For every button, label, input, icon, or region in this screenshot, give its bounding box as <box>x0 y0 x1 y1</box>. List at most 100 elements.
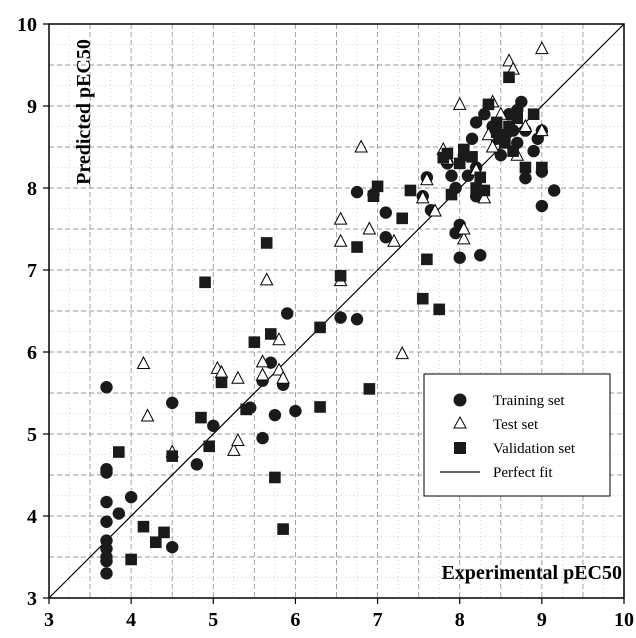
validation-point <box>536 161 548 174</box>
validation-point <box>466 151 478 163</box>
training-point <box>100 466 113 479</box>
validation-point <box>474 171 487 184</box>
validation-point <box>478 184 491 197</box>
training-point <box>465 132 479 145</box>
test-point <box>415 190 430 204</box>
validation-point <box>527 108 540 120</box>
test-point <box>231 432 245 447</box>
x-tick-label: 8 <box>455 609 465 631</box>
validation-point <box>269 471 281 484</box>
validation-point <box>490 116 503 129</box>
x-tick-label: 9 <box>537 609 547 631</box>
training-point <box>112 507 126 520</box>
series-layer <box>100 41 561 580</box>
y-tick-label: 6 <box>27 342 37 364</box>
test-point <box>502 53 516 67</box>
test-point <box>333 233 348 247</box>
validation-point <box>248 336 261 348</box>
training-point <box>166 396 179 410</box>
test-point <box>452 96 467 110</box>
training-point <box>527 144 540 158</box>
training-point <box>515 95 528 109</box>
training-point <box>547 184 561 197</box>
validation-point <box>260 237 273 249</box>
validation-point <box>158 526 170 539</box>
validation-point <box>482 98 495 111</box>
validation-point <box>511 112 524 125</box>
y-tick-label: 4 <box>27 506 37 528</box>
series-circle <box>100 95 561 580</box>
x-tick-label: 6 <box>290 609 300 631</box>
validation-point <box>507 145 519 157</box>
legend-label-validation: Validation set <box>493 441 576 457</box>
legend-marker-test <box>453 415 467 429</box>
plot-frame <box>48 23 625 599</box>
training-point <box>453 251 466 264</box>
test-point <box>420 172 434 186</box>
validation-point <box>433 303 445 316</box>
test-point <box>535 123 549 137</box>
y-tick-label: 5 <box>27 424 37 446</box>
validation-point <box>125 553 137 566</box>
validation-point <box>166 450 179 462</box>
y-tick-label: 9 <box>27 96 37 118</box>
test-point <box>477 190 492 204</box>
test-point <box>231 370 245 384</box>
validation-point <box>416 292 429 305</box>
test-point <box>259 272 274 286</box>
y-tick-label: 10 <box>17 14 37 36</box>
training-point <box>519 171 532 185</box>
validation-point <box>203 440 215 453</box>
x-tick-label: 10 <box>614 609 634 631</box>
validation-point <box>264 328 277 340</box>
y-tick-label: 8 <box>27 178 37 200</box>
validation-point <box>404 184 417 197</box>
training-point <box>190 458 204 471</box>
validation-point <box>199 276 211 289</box>
training-point <box>268 408 282 422</box>
training-point <box>379 231 392 244</box>
test-point <box>362 221 377 235</box>
validation-point <box>334 269 347 282</box>
legend-box <box>423 373 611 497</box>
training-point <box>100 515 113 528</box>
training-point <box>100 554 113 568</box>
y-tick-label: 3 <box>27 588 37 610</box>
validation-point <box>421 253 433 266</box>
y-axis-label: Predicted pEC50 <box>73 39 95 185</box>
training-point <box>379 206 392 219</box>
validation-point <box>490 126 503 139</box>
validation-point <box>113 446 125 458</box>
validation-point <box>371 180 384 193</box>
test-point <box>136 355 151 369</box>
validation-point <box>519 161 532 174</box>
validation-point <box>195 411 207 424</box>
validation-point <box>149 536 162 549</box>
x-tick-label: 5 <box>208 609 218 631</box>
test-point <box>518 118 533 132</box>
test-point <box>456 221 471 235</box>
legend: Training set Test set Validation set Per… <box>423 373 611 497</box>
x-axis-label: Experimental pEC50 <box>441 562 622 584</box>
test-point <box>395 346 410 360</box>
test-point <box>255 367 270 381</box>
training-point <box>100 381 113 394</box>
training-point <box>350 185 364 199</box>
validation-point <box>240 403 252 416</box>
test-point <box>535 41 549 55</box>
test-point <box>255 354 270 368</box>
training-point <box>281 307 294 320</box>
test-point <box>140 408 155 422</box>
test-point <box>428 203 442 217</box>
validation-point <box>137 520 150 533</box>
training-point <box>474 249 487 262</box>
x-tick-label: 3 <box>44 609 54 631</box>
training-point <box>445 169 458 182</box>
validation-point <box>367 190 380 202</box>
validation-point <box>396 212 409 225</box>
validation-point <box>314 401 326 413</box>
series-triangle <box>136 41 549 458</box>
legend-label-test: Test set <box>493 417 539 433</box>
validation-point <box>499 137 511 149</box>
